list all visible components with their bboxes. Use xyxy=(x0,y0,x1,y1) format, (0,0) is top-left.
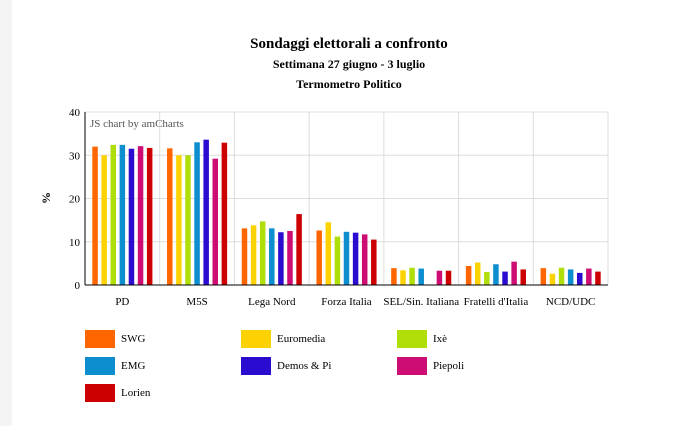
legend-item[interactable]: EMG xyxy=(85,356,145,376)
chart-page: Sondaggi elettorali a confronto Settiman… xyxy=(12,0,686,426)
legend-item[interactable]: Lorien xyxy=(85,383,150,403)
bar[interactable] xyxy=(316,230,322,286)
legend-swatch xyxy=(241,357,271,375)
x-tick-label: Fratelli d'Italia xyxy=(464,296,529,308)
bar[interactable] xyxy=(334,236,341,285)
legend-label: EMG xyxy=(121,360,146,372)
legend-swatch xyxy=(397,357,427,375)
legend-label: Euromedia xyxy=(277,333,326,345)
legend-item[interactable]: SWG xyxy=(85,329,145,349)
bar[interactable] xyxy=(502,271,508,285)
bar[interactable] xyxy=(128,148,135,285)
x-tick-label: SEL/Sin. Italiana xyxy=(383,296,459,308)
bars xyxy=(92,139,601,286)
amcharts-watermark[interactable]: JS chart by amCharts xyxy=(90,118,184,130)
bar[interactable] xyxy=(137,146,144,285)
bar[interactable] xyxy=(586,268,592,285)
axes: 0 10 20 30 40 PD M5S Lega Nord Forza Italia SEL/S… xyxy=(69,107,608,308)
chart-title: Sondaggi elettorali a confronto xyxy=(250,36,448,52)
bar[interactable] xyxy=(567,269,574,285)
bar[interactable] xyxy=(185,155,191,285)
bar[interactable] xyxy=(474,262,481,285)
bar[interactable] xyxy=(167,148,173,285)
bar[interactable] xyxy=(484,272,490,285)
legend-item[interactable]: Demos & Pi xyxy=(241,356,331,376)
legend-label: Ixè xyxy=(433,333,448,345)
bar[interactable] xyxy=(540,268,547,285)
legend-swatch xyxy=(85,330,115,348)
legend-swatch xyxy=(397,330,427,348)
bar[interactable] xyxy=(325,222,332,285)
legend-item[interactable]: Piepoli xyxy=(397,356,464,376)
bar[interactable] xyxy=(221,142,228,285)
y-tick-label: 0 xyxy=(75,280,81,292)
bar[interactable] xyxy=(212,158,219,285)
bar[interactable] xyxy=(558,267,565,285)
bar[interactable] xyxy=(119,144,126,285)
bar[interactable] xyxy=(92,146,98,285)
y-tick-label: 20 xyxy=(69,194,81,206)
legend-item[interactable]: Ixè xyxy=(397,329,447,349)
bar[interactable] xyxy=(391,268,397,285)
bar[interactable] xyxy=(269,228,275,285)
y-tick-label: 40 xyxy=(69,107,81,119)
bar[interactable] xyxy=(400,270,406,285)
bar[interactable] xyxy=(250,225,257,285)
legend-label: Demos & Pi xyxy=(277,360,332,372)
bar[interactable] xyxy=(278,232,284,285)
x-tick-label: Forza Italia xyxy=(321,296,372,308)
bar[interactable] xyxy=(361,234,368,285)
bar[interactable] xyxy=(287,230,293,285)
bar[interactable] xyxy=(595,271,601,285)
legend-swatch xyxy=(241,330,271,348)
bar[interactable] xyxy=(110,144,117,285)
bar[interactable] xyxy=(241,228,248,285)
bar[interactable] xyxy=(259,221,266,285)
x-tick-label: Lega Nord xyxy=(248,296,296,308)
y-tick-label: 30 xyxy=(69,150,81,162)
bar[interactable] xyxy=(146,147,153,285)
chart-subtitle: Settimana 27 giugno - 3 luglio xyxy=(272,57,426,71)
chart-titles: Sondaggi elettorali a confronto Settiman… xyxy=(12,34,686,94)
bar[interactable] xyxy=(194,142,200,285)
bar[interactable] xyxy=(203,139,209,285)
legend-item[interactable]: Euromedia xyxy=(241,329,325,349)
bar[interactable] xyxy=(296,214,302,285)
bar[interactable] xyxy=(493,264,499,285)
bar[interactable] xyxy=(549,273,556,285)
y-tick-label: 10 xyxy=(69,237,81,249)
bar[interactable] xyxy=(371,239,377,285)
bar[interactable] xyxy=(520,269,526,285)
bar[interactable] xyxy=(465,265,472,285)
bar[interactable] xyxy=(101,155,107,285)
legend-swatch xyxy=(85,357,115,375)
bar[interactable] xyxy=(418,268,424,285)
x-tick-label: M5S xyxy=(186,296,207,308)
legend-label: Lorien xyxy=(121,387,151,399)
bar[interactable] xyxy=(436,270,443,285)
y-axis-label: % xyxy=(39,192,53,204)
bar[interactable] xyxy=(343,231,350,285)
bar[interactable] xyxy=(511,261,517,285)
x-tick-label: PD xyxy=(115,296,129,308)
bar-chart: 0 10 20 30 40 PD M5S Lega Nord Forza Italia SEL/S… xyxy=(39,107,609,308)
bar[interactable] xyxy=(352,232,359,285)
bar[interactable] xyxy=(445,270,452,285)
x-tick-label: NCD/UDC xyxy=(546,296,596,308)
legend-swatch xyxy=(85,384,115,402)
legend-label: Piepoli xyxy=(433,360,465,372)
legend-label: SWG xyxy=(121,333,146,345)
bar[interactable] xyxy=(576,272,583,285)
bar[interactable] xyxy=(409,267,415,285)
bar[interactable] xyxy=(176,155,182,285)
chart-subtitle-2: Termometro Politico xyxy=(296,77,402,91)
